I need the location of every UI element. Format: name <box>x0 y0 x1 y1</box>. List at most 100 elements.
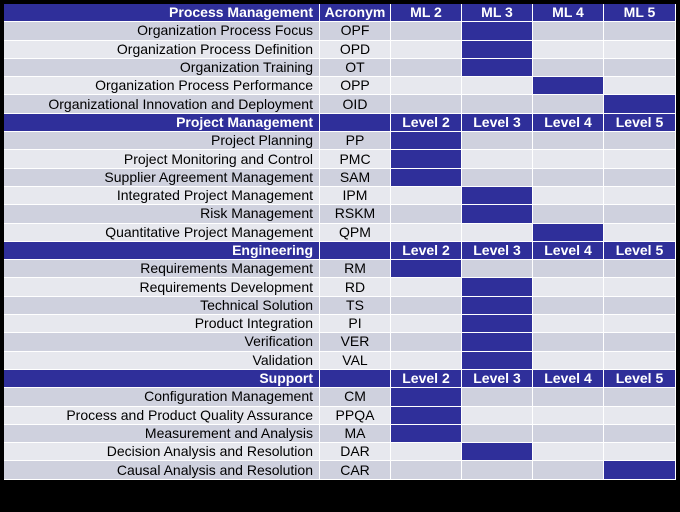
maturity-level-cell <box>533 168 604 187</box>
maturity-level-cell-filled <box>462 278 533 297</box>
process-area-name: Process and Product Quality Assurance <box>4 406 320 425</box>
maturity-level-cell <box>604 333 676 352</box>
process-area-acronym: MA <box>320 424 391 444</box>
process-area-acronym: VER <box>320 333 391 352</box>
maturity-level-cell <box>533 461 604 480</box>
maturity-level-cell <box>462 461 533 480</box>
maturity-level-cell <box>533 333 604 352</box>
level-column-header: Level 3 <box>462 241 533 261</box>
maturity-level-cell-filled <box>462 40 533 59</box>
process-area-name: Requirements Management <box>4 260 320 279</box>
maturity-level-cell <box>533 388 604 407</box>
maturity-level-cell <box>391 443 462 462</box>
process-area-name: Product Integration <box>4 315 320 334</box>
process-area-name: Project Monitoring and Control <box>4 150 320 169</box>
process-area-acronym: OID <box>320 95 391 114</box>
level-column-header: ML 4 <box>533 4 604 23</box>
maturity-level-cell-filled <box>462 186 533 206</box>
maturity-level-cell-filled <box>391 424 462 444</box>
table-row: Technical Solution TS <box>4 296 676 316</box>
maturity-level-cell-filled <box>391 260 462 279</box>
table-row: Organization Process Performance OPP <box>4 77 676 96</box>
table-row: Quantitative Project Management QPM <box>4 223 676 242</box>
table-row: Integrated Project Management IPM <box>4 186 676 206</box>
process-area-acronym: CM <box>320 388 391 407</box>
maturity-level-cell <box>391 40 462 59</box>
acronym-column-header: Acronym <box>320 4 391 23</box>
maturity-level-cell <box>391 22 462 41</box>
process-area-name: Measurement and Analysis <box>4 424 320 444</box>
level-column-header: Level 3 <box>462 369 533 389</box>
section-header-row: Engineering Level 2 Level 3 Level 4 Level 5 <box>4 241 676 261</box>
maturity-level-cell-filled <box>391 168 462 187</box>
maturity-level-cell <box>391 77 462 96</box>
process-area-acronym: VAL <box>320 351 391 370</box>
maturity-level-cell <box>462 388 533 407</box>
process-area-name: Organizational Innovation and Deployment <box>4 95 320 114</box>
process-area-name: Project Planning <box>4 132 320 151</box>
maturity-level-cell-filled <box>604 461 676 480</box>
maturity-level-cell <box>604 223 676 242</box>
table-row: Configuration Management CM <box>4 388 676 407</box>
maturity-level-cell <box>533 260 604 279</box>
level-column-header: Level 2 <box>391 241 462 261</box>
process-area-acronym: CAR <box>320 461 391 480</box>
process-area-acronym: PMC <box>320 150 391 169</box>
maturity-level-cell <box>533 22 604 41</box>
table-row: Decision Analysis and Resolution DAR <box>4 443 676 462</box>
maturity-level-table-frame: Process Management Acronym ML 2 ML 3 ML 4 ML … <box>4 4 676 508</box>
process-area-name: Decision Analysis and Resolution <box>4 443 320 462</box>
maturity-level-cell <box>604 40 676 59</box>
section-title: Project Management <box>4 113 320 133</box>
maturity-level-cell <box>533 443 604 462</box>
process-area-name: Supplier Agreement Management <box>4 168 320 187</box>
maturity-level-cell <box>391 351 462 370</box>
level-column-header: Level 5 <box>604 369 676 389</box>
maturity-level-cell <box>533 186 604 206</box>
maturity-level-cell <box>391 296 462 316</box>
maturity-level-cell <box>533 40 604 59</box>
level-column-header: ML 5 <box>604 4 676 23</box>
table-row: Organization Training OT <box>4 58 676 78</box>
table-row: Organizational Innovation and Deployment… <box>4 95 676 114</box>
process-area-acronym: RSKM <box>320 205 391 224</box>
section-title: Support <box>4 369 320 389</box>
process-area-name: Requirements Development <box>4 278 320 297</box>
process-area-acronym: PI <box>320 315 391 334</box>
maturity-level-cell <box>391 58 462 78</box>
maturity-level-cell <box>533 351 604 370</box>
maturity-level-cell <box>462 406 533 425</box>
maturity-level-cell <box>462 424 533 444</box>
process-area-name: Organization Process Performance <box>4 77 320 96</box>
maturity-level-cell-filled <box>462 58 533 78</box>
section-header-row: Process Management Acronym ML 2 ML 3 ML 4 ML … <box>4 4 676 23</box>
maturity-level-cell <box>604 168 676 187</box>
maturity-level-cell <box>533 424 604 444</box>
maturity-level-cell <box>391 333 462 352</box>
process-area-maturity-table: Process Management Acronym ML 2 ML 3 ML 4 ML … <box>4 4 676 480</box>
level-column-header: Level 2 <box>391 113 462 133</box>
process-area-acronym: OPD <box>320 40 391 59</box>
table-row: Validation VAL <box>4 351 676 370</box>
maturity-level-cell-filled <box>462 315 533 334</box>
maturity-level-cell-filled <box>462 205 533 224</box>
maturity-level-cell <box>462 132 533 151</box>
table-row: Organization Process Definition OPD <box>4 40 676 59</box>
maturity-level-cell <box>604 260 676 279</box>
maturity-level-cell <box>533 315 604 334</box>
section-title: Engineering <box>4 241 320 261</box>
level-column-header: ML 3 <box>462 4 533 23</box>
maturity-level-cell <box>604 22 676 41</box>
maturity-level-cell <box>604 278 676 297</box>
maturity-level-cell <box>604 205 676 224</box>
process-area-name: Technical Solution <box>4 296 320 316</box>
maturity-level-cell <box>604 351 676 370</box>
process-area-name: Validation <box>4 351 320 370</box>
maturity-level-cell-filled <box>462 351 533 370</box>
maturity-level-cell <box>462 260 533 279</box>
maturity-level-cell <box>391 461 462 480</box>
maturity-level-cell <box>533 278 604 297</box>
maturity-level-cell-filled <box>462 443 533 462</box>
maturity-level-cell <box>604 132 676 151</box>
